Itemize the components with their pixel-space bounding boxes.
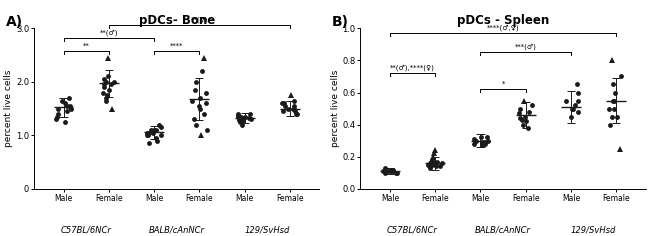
- Text: C57BL/6NCr: C57BL/6NCr: [60, 226, 112, 235]
- Y-axis label: percent live cells: percent live cells: [331, 70, 339, 147]
- Text: ****: ****: [170, 43, 183, 49]
- Text: A): A): [5, 16, 23, 30]
- Text: **: **: [83, 43, 90, 49]
- Text: BALB/cAnNCr: BALB/cAnNCr: [475, 226, 531, 235]
- Text: C57BL/6NCr: C57BL/6NCr: [387, 226, 438, 235]
- Text: **(♀): **(♀): [190, 17, 208, 23]
- Text: B): B): [332, 16, 349, 30]
- Text: **(♂),****(♀): **(♂),****(♀): [390, 65, 435, 71]
- Y-axis label: percent live cells: percent live cells: [4, 70, 13, 147]
- Text: **(♂): **(♂): [99, 29, 118, 36]
- Text: ***(♂): ***(♂): [515, 44, 537, 50]
- Text: BALB/cAnNCr: BALB/cAnNCr: [149, 226, 205, 235]
- Text: ****(♂,♀): ****(♂,♀): [487, 25, 519, 31]
- Text: 129/SvHsd: 129/SvHsd: [244, 226, 290, 235]
- Text: 129/SvHsd: 129/SvHsd: [571, 226, 616, 235]
- Title: pDCs- Bone: pDCs- Bone: [138, 14, 215, 27]
- Text: *: *: [501, 81, 505, 87]
- Title: pDCs - Spleen: pDCs - Spleen: [457, 14, 549, 27]
